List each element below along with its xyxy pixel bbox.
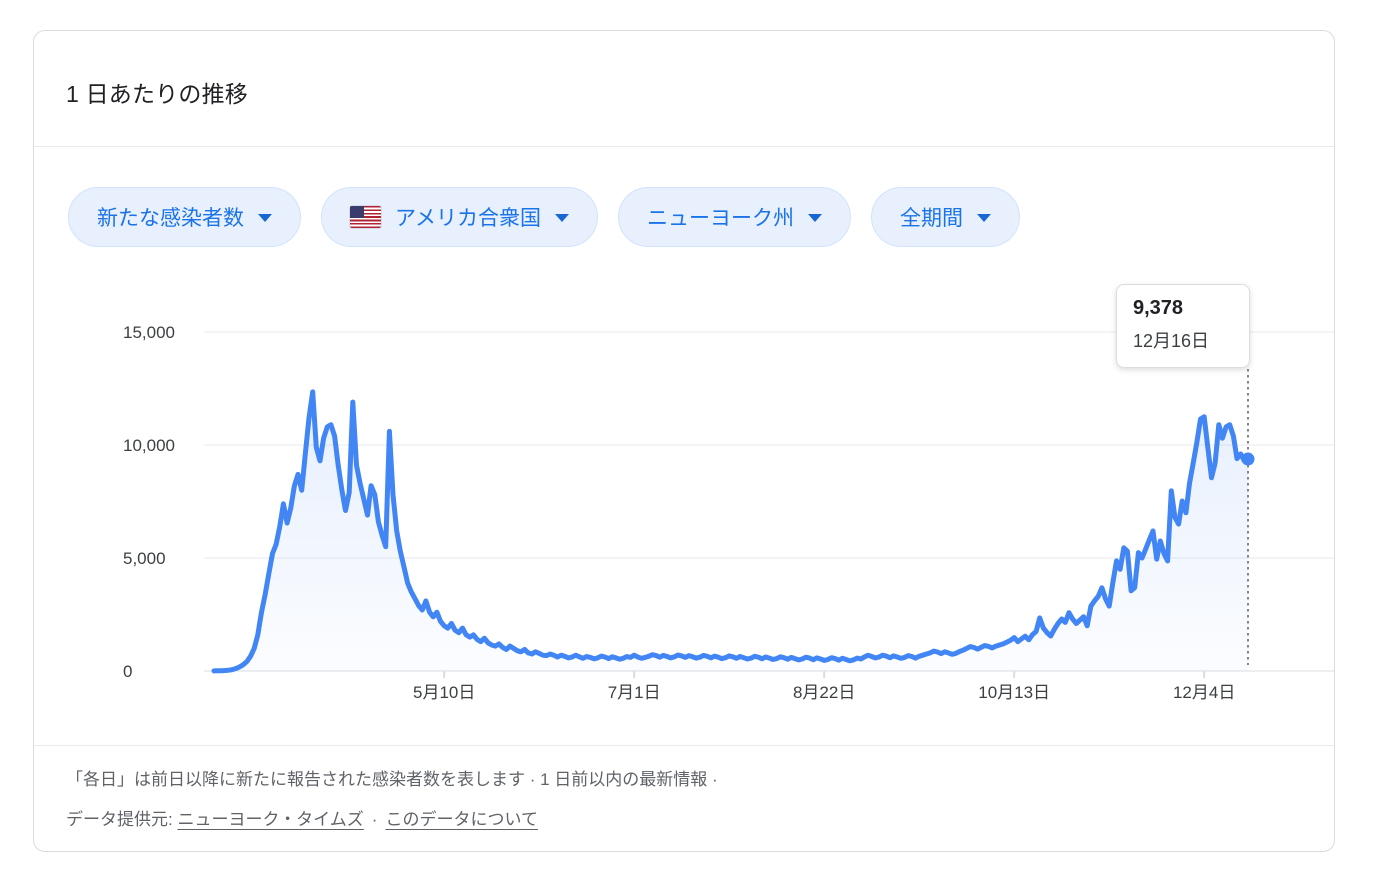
footer-divider — [34, 745, 1334, 746]
metric-filter-chip[interactable]: 新たな感染者数 — [68, 187, 301, 247]
tooltip-value: 9,378 — [1133, 297, 1184, 319]
page-title: 1 日あたりの推移 — [66, 81, 248, 107]
chevron-down-icon — [258, 214, 272, 222]
tooltip-date: 12月16日 — [1133, 331, 1210, 351]
footer-note: 「各日」は前日以降に新たに報告された感染者数を表します · 1 日前以内の最新情… — [66, 760, 1302, 800]
metric-filter-label: 新たな感染者数 — [97, 207, 244, 230]
footer-source-line: データ提供元: ニューヨーク・タイムズ · このデータについて — [66, 800, 1302, 840]
country-filter-chip[interactable]: アメリカ合衆国 — [321, 187, 598, 247]
x-axis-label: 8月22日 — [793, 683, 855, 702]
y-axis-label: 5,000 — [123, 549, 166, 568]
y-axis-label: 0 — [123, 662, 132, 681]
region-filter-label: ニューヨーク州 — [646, 207, 794, 230]
footer-separator: · — [371, 810, 378, 829]
period-filter-chip[interactable]: 全期間 — [870, 187, 1020, 247]
y-axis-label: 10,000 — [123, 436, 175, 455]
chart-tooltip: 9,378 12月16日 — [1116, 284, 1250, 368]
trend-chart[interactable]: 0 5,000 10,000 15,000 5月10日 7月1日 8月22日 10月13日 12… — [34, 31, 1336, 853]
footer-note-text: 「各日」は前日以降に新たに報告された感染者数を表します · 1 日前以内の最新情… — [66, 770, 718, 789]
chevron-down-icon — [554, 214, 569, 222]
x-axis-label: 10月13日 — [978, 683, 1050, 702]
chevron-down-icon — [807, 214, 822, 222]
country-filter-label: アメリカ合衆国 — [395, 207, 541, 230]
y-axis-label: 15,000 — [123, 323, 175, 342]
card-footer: 「各日」は前日以降に新たに報告された感染者数を表します · 1 日前以内の最新情… — [34, 746, 1334, 840]
footer-source-prefix: データ提供元: — [66, 810, 173, 829]
endpoint-marker — [1241, 452, 1255, 466]
period-filter-label: 全期間 — [899, 207, 963, 230]
daily-trend-card: 1 日あたりの推移 新たな感染者数 アメリカ合衆国 ニューヨーク州 全期間 — [33, 30, 1335, 852]
area-fill — [214, 391, 1248, 671]
card-header: 1 日あたりの推移 — [34, 31, 1334, 146]
us-flag-icon — [350, 206, 381, 228]
filter-chip-row: 新たな感染者数 アメリカ合衆国 ニューヨーク州 全期間 — [68, 187, 1020, 247]
region-filter-chip[interactable]: ニューヨーク州 — [617, 187, 851, 247]
chevron-down-icon — [976, 214, 991, 222]
x-axis-label: 12月4日 — [1173, 683, 1235, 702]
x-axis-label: 5月10日 — [413, 683, 475, 702]
header-divider — [34, 146, 1334, 147]
source-link[interactable]: ニューヨーク・タイムズ — [177, 810, 364, 829]
trend-line[interactable] — [211, 389, 1251, 674]
about-data-link[interactable]: このデータについて — [385, 810, 538, 829]
x-axis-label: 7月1日 — [608, 683, 661, 702]
